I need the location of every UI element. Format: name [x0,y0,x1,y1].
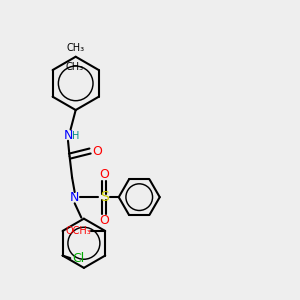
Text: OCH₃: OCH₃ [66,226,92,236]
Text: Cl: Cl [72,252,84,265]
Text: O: O [100,214,109,227]
Text: N: N [70,190,80,204]
Text: N: N [63,129,73,142]
Text: CH₃: CH₃ [65,62,84,73]
Text: CH₃: CH₃ [67,43,85,53]
Text: S: S [100,190,109,204]
Text: H: H [72,131,80,141]
Text: O: O [92,145,102,158]
Text: O: O [100,168,109,181]
